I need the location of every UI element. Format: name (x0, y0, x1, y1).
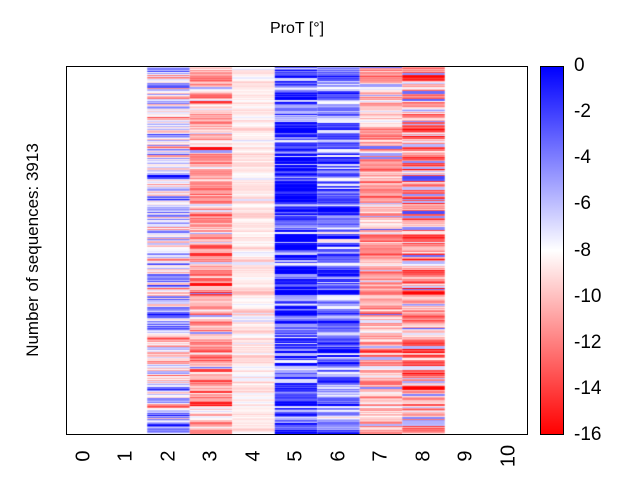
x-tick-label: 8 (412, 450, 434, 462)
colorbar (540, 66, 564, 435)
x-tick-label: 10 (497, 444, 519, 468)
colorbar-tick-label: -6 (574, 193, 591, 215)
x-tick-label: 2 (157, 450, 179, 462)
colorbar-tick-label: -8 (574, 239, 591, 261)
colorbar-tick-label: -2 (574, 101, 591, 123)
colorbar-tick-label: -10 (574, 285, 602, 307)
colorbar-tick-label: -4 (574, 147, 591, 169)
x-tick-label: 6 (327, 450, 349, 462)
colorbar-tick-label: 0 (574, 55, 585, 76)
x-tick-label: 0 (72, 450, 94, 462)
colorbar-tick-label: -16 (574, 424, 602, 445)
x-tick-label: 1 (114, 450, 137, 462)
x-tick-label: 3 (199, 450, 222, 462)
x-tick-label: 9 (454, 450, 477, 462)
colorbar-tick-label: -14 (574, 377, 602, 399)
chart-title: ProT [°] (269, 20, 325, 37)
colorbar-tick-label: -12 (574, 331, 602, 353)
x-tick-label: 7 (369, 450, 392, 462)
x-tick-label: 5 (284, 450, 307, 462)
y-axis-label: Number of sequences: 3913 (23, 143, 42, 357)
x-tick-label: 4 (242, 450, 264, 462)
heatmap-canvas (67, 67, 527, 434)
